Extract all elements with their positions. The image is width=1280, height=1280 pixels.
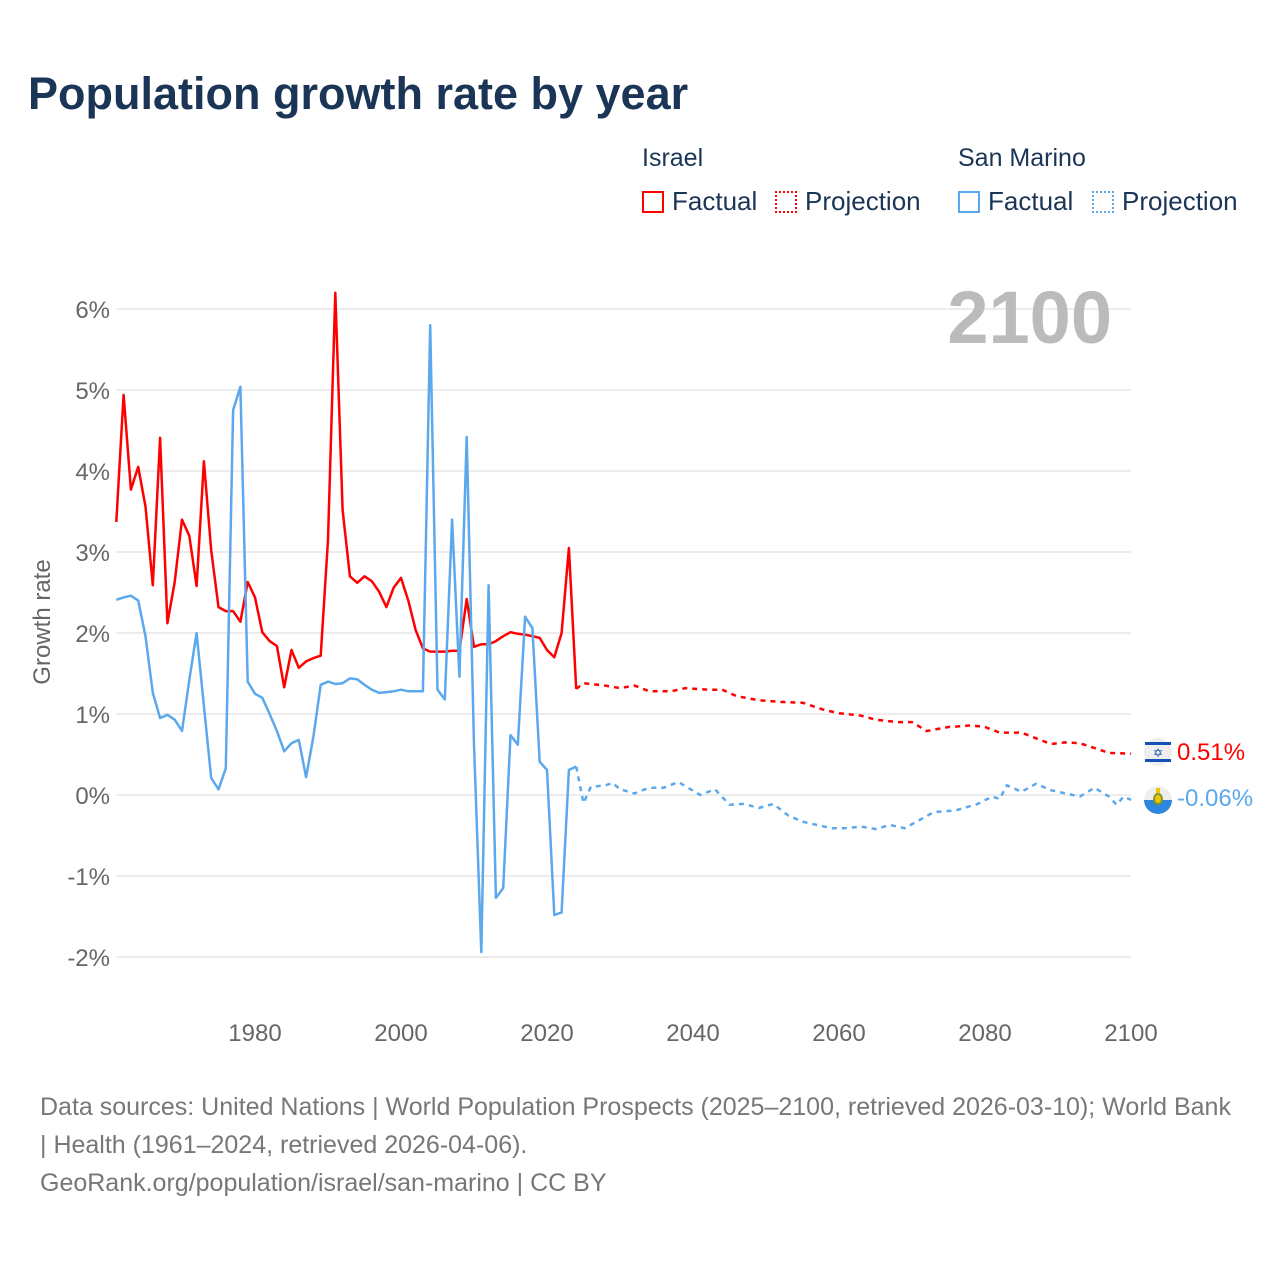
x-tick-label: 2080 xyxy=(958,1020,1011,1047)
y-axis-label: Growth rate xyxy=(29,559,56,684)
svg-text:✡: ✡ xyxy=(1153,746,1163,760)
year-label: 2100 xyxy=(947,276,1112,359)
san-marino-end-label: -0.06% xyxy=(1177,785,1253,812)
legend-israel-heading: Israel xyxy=(642,144,704,172)
y-tick-label: -1% xyxy=(67,864,110,891)
y-tick-label: 3% xyxy=(75,540,110,567)
legend-san-marino-factual[interactable]: Factual xyxy=(958,186,1073,217)
legend-label: Factual xyxy=(988,186,1074,216)
y-tick-label: -2% xyxy=(67,945,110,972)
legend-label: Projection xyxy=(1122,186,1238,216)
gridlines xyxy=(116,308,1131,958)
x-axis-ticks: 1980 2000 2020 2040 2060 2080 2100 xyxy=(228,1020,1157,1047)
legend-label: Factual xyxy=(672,186,758,216)
israel-end-label: 0.51% xyxy=(1177,739,1245,766)
x-tick-label: 1980 xyxy=(228,1020,281,1047)
legend-israel-factual[interactable]: Factual xyxy=(642,186,757,217)
israel-flag-icon: ✡ xyxy=(1144,738,1172,766)
legend-san-marino-heading: San Marino xyxy=(958,144,1086,172)
legend-label: Projection xyxy=(805,186,921,216)
legend-san-marino-projection[interactable]: Projection xyxy=(1092,186,1238,217)
attribution-link[interactable]: GeoRank.org/population/israel/san-marino… xyxy=(40,1169,607,1197)
x-tick-label: 2020 xyxy=(520,1020,573,1047)
x-tick-label: 2040 xyxy=(666,1020,719,1047)
series-line-israel-factual xyxy=(115,291,578,689)
chart-title: Population growth rate by year xyxy=(28,68,689,119)
y-axis-ticks: -2% -1% 0% 1% 2% 3% 4% 5% 6% xyxy=(67,297,110,972)
y-tick-label: 4% xyxy=(75,459,110,486)
x-tick-label: 2000 xyxy=(374,1020,427,1047)
legend-israel-projection[interactable]: Projection xyxy=(775,186,921,217)
y-tick-label: 5% xyxy=(75,378,110,405)
legend-swatch-dotted xyxy=(1092,190,1114,213)
series-lines xyxy=(115,291,1132,954)
legend-swatch-solid xyxy=(958,190,980,213)
series-line-san-marino-factual xyxy=(115,323,577,954)
y-tick-label: 0% xyxy=(75,783,110,810)
footer: Data sources: United Nations | World Pop… xyxy=(40,1088,1240,1202)
y-tick-label: 1% xyxy=(75,702,110,729)
series-line-israel-projection xyxy=(575,681,1132,755)
legend-swatch-dotted xyxy=(775,190,797,213)
san-marino-flag-icon xyxy=(1144,786,1172,814)
legend-swatch-solid xyxy=(642,190,664,213)
series-line-san-marino-projection xyxy=(574,766,1132,831)
x-tick-label: 2060 xyxy=(812,1020,865,1047)
y-tick-label: 6% xyxy=(75,297,110,324)
y-tick-label: 2% xyxy=(75,621,110,648)
x-tick-label: 2100 xyxy=(1104,1020,1157,1047)
data-sources-text: Data sources: United Nations | World Pop… xyxy=(40,1093,1231,1159)
